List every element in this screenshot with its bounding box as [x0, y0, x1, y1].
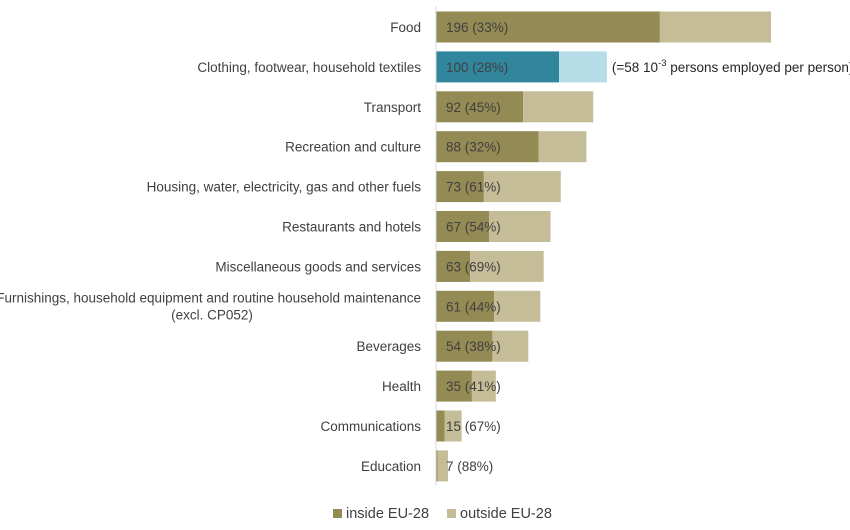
bar-inside-eu28: [436, 91, 524, 123]
bar-inside-eu28: [436, 250, 471, 282]
data-labels-group: 196 (33%) 100 (28%) 92 (45%) 88 (32%) 73 (61…: [446, 20, 508, 474]
category-label: Food: [390, 20, 421, 35]
category-label: Miscellaneous goods and services: [215, 259, 421, 274]
bar-outside-eu28: [559, 51, 607, 83]
category-label: Education: [361, 459, 421, 474]
bar-inside-eu28: [436, 211, 489, 242]
category-label: Housing, water, electricity, gas and oth…: [147, 180, 422, 195]
data-label: 54 (38%): [446, 339, 501, 354]
bars-group: [436, 11, 771, 482]
data-label: 61 (44%): [446, 299, 501, 314]
data-label: 73 (61%): [446, 180, 501, 195]
category-label: Health: [382, 379, 421, 394]
category-label: Communications: [320, 419, 421, 434]
bar-outside-eu28: [488, 211, 551, 242]
bar-outside-eu28: [470, 250, 544, 282]
category-label: Restaurants and hotels: [282, 220, 421, 235]
legend: inside EU-28 outside EU-28: [333, 506, 552, 522]
data-label: 92 (45%): [446, 100, 501, 115]
bar-inside-eu28: [436, 450, 438, 482]
category-label: Beverages: [356, 339, 421, 354]
category-label: Furnishings, household equipment and rou…: [0, 290, 421, 322]
legend-outside-label: outside EU-28: [460, 506, 552, 522]
category-label: Transport: [364, 100, 422, 115]
category-labels-group: Food Clothing, footwear, household textil…: [0, 20, 421, 474]
bar-inside-eu28: [436, 51, 560, 83]
data-label: 100 (28%): [446, 60, 508, 75]
bar-outside-eu28: [538, 131, 587, 163]
data-label: 15 (67%): [446, 419, 501, 434]
legend-inside-label: inside EU-28: [346, 506, 429, 522]
bar-outside-eu28: [437, 450, 448, 482]
bar-outside-eu28: [483, 171, 561, 203]
bar-inside-eu28: [436, 171, 484, 203]
data-label: 88 (32%): [446, 140, 501, 155]
bar-outside-eu28: [523, 91, 594, 123]
bar-inside-eu28: [436, 131, 539, 163]
bar-inside-eu28: [436, 11, 660, 43]
bar-inside-eu28: [436, 290, 495, 322]
bar-inside-eu28: [436, 410, 445, 442]
data-label: 196 (33%): [446, 20, 508, 35]
data-label: 67 (54%): [446, 220, 501, 235]
bar-outside-eu28: [471, 370, 496, 402]
legend-inside-swatch: [333, 509, 342, 518]
data-label: 35 (41%): [446, 379, 501, 394]
data-label: 7 (88%): [446, 459, 493, 474]
category-label: Recreation and culture: [285, 140, 421, 155]
bar-outside-eu28: [494, 290, 541, 322]
bar-inside-eu28: [436, 370, 472, 402]
bar-outside-eu28: [492, 330, 529, 362]
category-label: Clothing, footwear, household textiles: [197, 60, 421, 75]
data-label: 63 (69%): [446, 259, 501, 274]
bar-outside-eu28: [444, 410, 462, 442]
bar-inside-eu28: [436, 330, 493, 362]
highlight-annotation: (=58 10-3 persons employed per person): [612, 58, 850, 75]
legend-outside-swatch: [447, 509, 456, 518]
bar-outside-eu28: [659, 11, 771, 43]
